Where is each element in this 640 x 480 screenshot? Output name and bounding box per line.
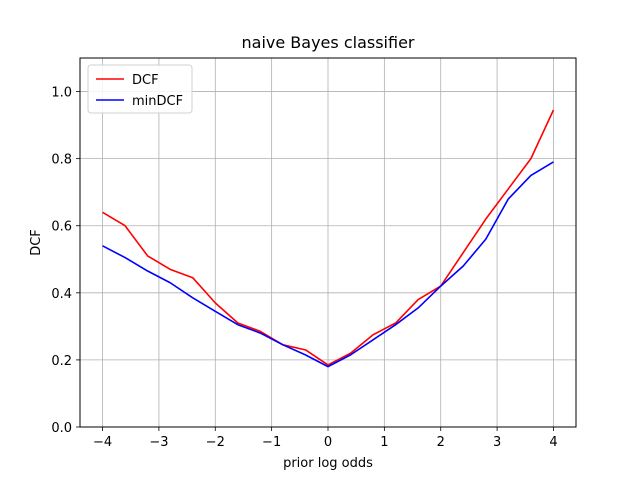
- x-tick-label: 3: [493, 435, 501, 450]
- y-tick-label: 0.8: [51, 153, 72, 168]
- x-tick-label: −2: [206, 435, 225, 450]
- y-tick-label: 0.4: [51, 287, 72, 302]
- y-axis-title: DCF: [29, 229, 44, 256]
- x-tick-label: 0: [324, 435, 332, 450]
- legend: DCF minDCF: [87, 64, 193, 114]
- y-tick-label: 0.6: [51, 220, 72, 235]
- chart-title: naive Bayes classifier: [242, 33, 415, 52]
- series-line-mindcf: [102, 161, 554, 368]
- ticks: −4 −3 −2 −1 0 1 2 3 4 0.0 0.2 0.4 0.6 0.8 1.0: [51, 86, 557, 450]
- y-tick-label: 0.0: [51, 421, 72, 436]
- y-tick-label: 0.2: [51, 354, 72, 369]
- y-tick-label: 1.0: [51, 86, 72, 101]
- x-axis-title: prior log odds: [283, 456, 373, 471]
- x-tick-label: −3: [149, 435, 168, 450]
- x-tick-label: 4: [549, 435, 557, 450]
- legend-box: [87, 64, 193, 114]
- x-tick-label: −1: [262, 435, 281, 450]
- legend-label-mindcf: minDCF: [132, 94, 183, 109]
- x-tick-label: −4: [93, 435, 112, 450]
- x-tick-label: 2: [437, 435, 445, 450]
- x-tick-label: 1: [380, 435, 388, 450]
- series-line-dcf: [102, 109, 555, 366]
- series-layer: [102, 109, 555, 368]
- legend-label-dcf: DCF: [132, 73, 159, 88]
